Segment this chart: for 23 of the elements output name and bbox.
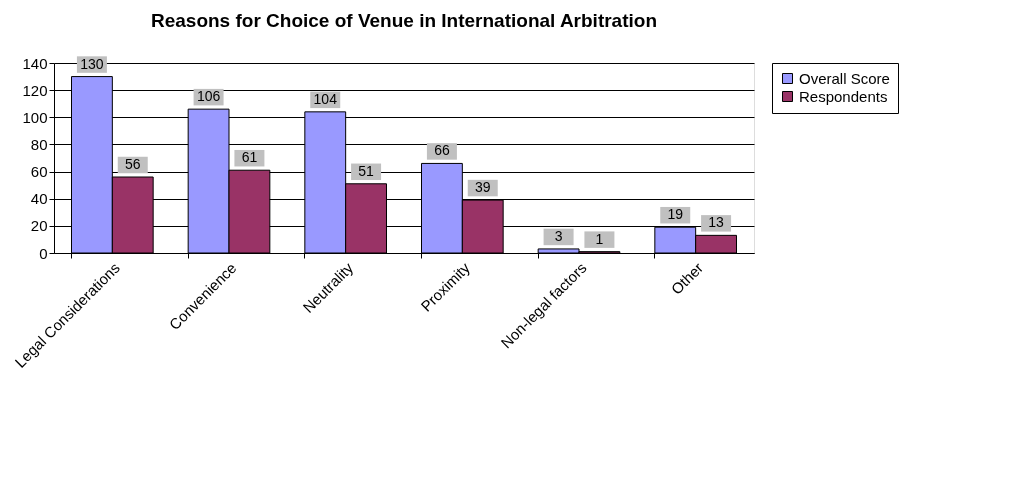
data-label: 130 xyxy=(80,55,104,72)
y-tick-label: 140 xyxy=(22,54,48,72)
y-tick-label: 40 xyxy=(30,190,48,208)
data-label: 13 xyxy=(708,214,725,231)
y-tick-label: 60 xyxy=(30,163,48,181)
y-tick-label: 100 xyxy=(22,108,48,126)
data-label: 66 xyxy=(434,142,450,159)
legend-label: Overall Score xyxy=(799,69,890,87)
data-label: 1 xyxy=(595,230,604,247)
data-label: 19 xyxy=(667,206,684,223)
y-tick-label: 20 xyxy=(30,217,48,235)
y-tick-label: 80 xyxy=(30,135,48,153)
legend-label: Respondents xyxy=(799,87,888,105)
y-tick-label: 0 xyxy=(39,244,48,262)
data-label: 3 xyxy=(554,227,563,244)
chart-title: Reasons for Choice of Venue in International Arbitration xyxy=(150,10,658,31)
data-label: 51 xyxy=(358,162,375,179)
data-label: 104 xyxy=(313,90,338,107)
data-label: 56 xyxy=(124,156,141,172)
y-tick-label: 120 xyxy=(22,81,48,99)
data-label: 61 xyxy=(241,149,258,166)
data-label: 106 xyxy=(196,88,221,105)
data-label: 39 xyxy=(474,179,491,196)
